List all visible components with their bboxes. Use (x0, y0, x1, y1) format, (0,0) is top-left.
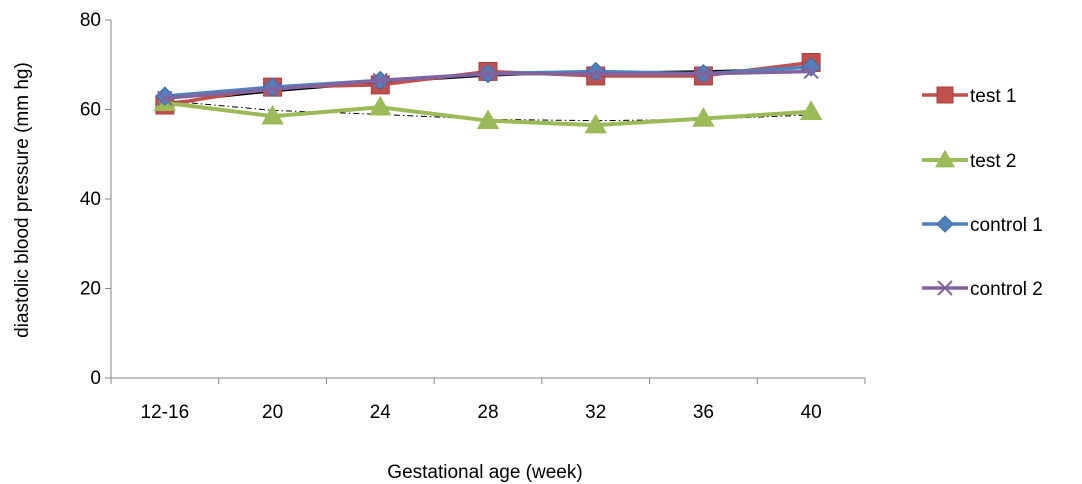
x-tick-label: 28 (477, 402, 498, 423)
data-point (695, 65, 712, 82)
data-point-stroke-b (264, 81, 281, 98)
data-point-stroke-b (372, 72, 388, 89)
data-point-stroke-b (803, 63, 819, 80)
data-point (799, 100, 823, 120)
legend-swatch-marker (936, 215, 954, 233)
data-point (588, 65, 604, 82)
data-point (372, 72, 388, 89)
x-tick-label: 12-16 (141, 402, 190, 423)
data-point (584, 113, 607, 134)
y-axis-title: diastolic blood pressure (mm hg) (12, 62, 33, 338)
data-point (803, 63, 819, 80)
x-axis-title: Gestational age (week) (387, 462, 582, 483)
data-point (264, 81, 281, 98)
legend-item: test 2 (922, 149, 1016, 172)
data-point (692, 107, 715, 127)
data-point (261, 104, 284, 125)
series-control-2 (157, 63, 819, 107)
data-point-stroke-b (480, 65, 496, 82)
series-test-2 (153, 91, 823, 134)
legend-item: control 2 (922, 279, 1043, 300)
x-tick-label: 24 (370, 402, 392, 423)
legend-swatch-marker (937, 280, 953, 296)
legend-label: control 1 (970, 215, 1043, 236)
x-tick-label: 20 (262, 402, 283, 423)
legend-swatch-marker-stroke-b (937, 280, 953, 296)
data-point (480, 65, 496, 82)
data-point (476, 109, 500, 129)
legend-label: test 1 (970, 86, 1016, 107)
legend-label: control 2 (970, 279, 1043, 300)
data-point-stroke-b (695, 65, 712, 82)
x-tick-label: 32 (585, 402, 606, 423)
y-tick-label: 20 (80, 279, 101, 300)
x-tick-label: 40 (801, 402, 822, 423)
series (153, 53, 823, 134)
y-tick-label: 80 (80, 10, 101, 31)
y-tick-label: 40 (80, 189, 101, 210)
legend-label: test 2 (970, 151, 1016, 172)
legend-swatch-marker (934, 149, 956, 168)
legend-item: control 1 (922, 215, 1043, 236)
series-test-1 (155, 53, 821, 115)
legend: test 1 test 2 control 1 control 2 (922, 86, 1043, 300)
data-point-stroke-b (157, 90, 173, 107)
series-control-1 (155, 57, 821, 106)
x-tick-label: 36 (693, 402, 714, 423)
data-point (369, 95, 392, 116)
legend-swatch-marker (936, 86, 954, 104)
data-point (157, 90, 173, 107)
legend-item: test 1 (922, 86, 1016, 107)
y-tick-label: 0 (90, 368, 101, 389)
y-tick-label: 60 (80, 100, 101, 121)
data-point-stroke-b (588, 65, 604, 82)
axes: 0 20 40 60 80 12-16 20 24 28 32 36 40 (80, 10, 866, 423)
